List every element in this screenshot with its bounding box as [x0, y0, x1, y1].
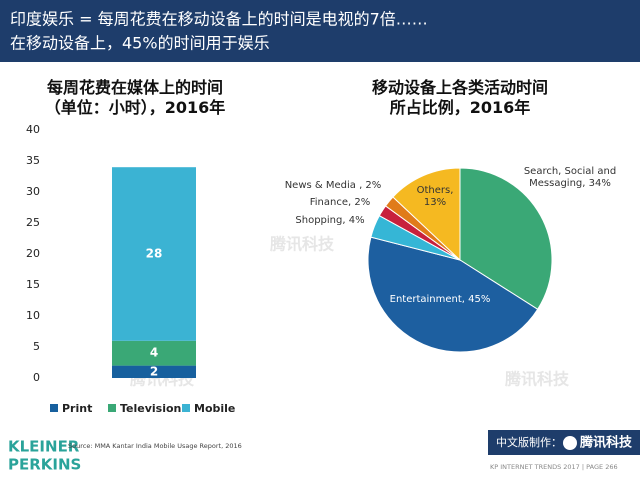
legend-label: Television — [120, 402, 181, 415]
slice-label: Finance, 2% — [309, 197, 371, 208]
y-tick-label: 40 — [26, 123, 40, 136]
bar-segment — [112, 365, 196, 378]
legend-swatch — [50, 404, 58, 412]
header-line: 在移动设备上，45%的时间用于娱乐 — [10, 34, 270, 53]
slice-label: Search, Social and Messaging, 34% — [523, 166, 617, 189]
brand-icon — [563, 436, 577, 450]
header-line: 印度娱乐 = 每周花费在移动设备上的时间是电视的7倍…… — [10, 10, 428, 29]
bar-segment — [112, 167, 196, 341]
y-tick-label: 35 — [26, 154, 40, 167]
value-label: 28 — [146, 247, 163, 261]
value-label: 4 — [150, 346, 158, 360]
chart-title: 每周花费在媒体上的时间 （单位：小时），2016年 — [44, 78, 226, 117]
y-tick-label: 5 — [33, 340, 40, 353]
slice-label: Shopping, 4% — [295, 215, 365, 226]
watermark: 腾讯科技 — [270, 235, 335, 254]
pie-slice — [459, 167, 553, 310]
logo: PERKINS — [8, 456, 81, 474]
y-tick-label: 10 — [26, 309, 40, 322]
pie-slice — [392, 167, 461, 262]
page-number: KP INTERNET TRENDS 2017 | PAGE 266 — [490, 463, 618, 471]
legend-swatch — [108, 404, 116, 412]
brand: 腾讯科技 — [579, 435, 633, 451]
chart-title: 移动设备上各类活动时间 所占比例，2016年 — [371, 78, 548, 117]
y-tick-label: 30 — [26, 185, 40, 198]
bar-segment — [112, 340, 196, 366]
slice-label: Entertainment, 45% — [389, 294, 491, 305]
y-tick-label: 15 — [26, 278, 40, 291]
legend-label: Mobile — [194, 402, 235, 415]
source: Source: MMA Kantar India Mobile Usage Re… — [68, 442, 242, 450]
legend-label: Print — [62, 402, 92, 415]
header-band — [0, 0, 640, 62]
watermark: 腾讯科技 — [505, 370, 570, 389]
logo: KLEINER — [8, 438, 80, 456]
y-tick-label: 0 — [33, 371, 40, 384]
y-tick-label: 20 — [26, 247, 40, 260]
legend-swatch — [182, 404, 190, 412]
slice-label: News & Media , 2% — [284, 180, 382, 191]
credit: 中文版制作： — [496, 435, 562, 449]
slice-label: Others, 13% — [416, 185, 454, 208]
pie-slice — [367, 236, 539, 353]
y-tick-label: 25 — [26, 216, 40, 229]
value-label: 2 — [150, 364, 158, 378]
